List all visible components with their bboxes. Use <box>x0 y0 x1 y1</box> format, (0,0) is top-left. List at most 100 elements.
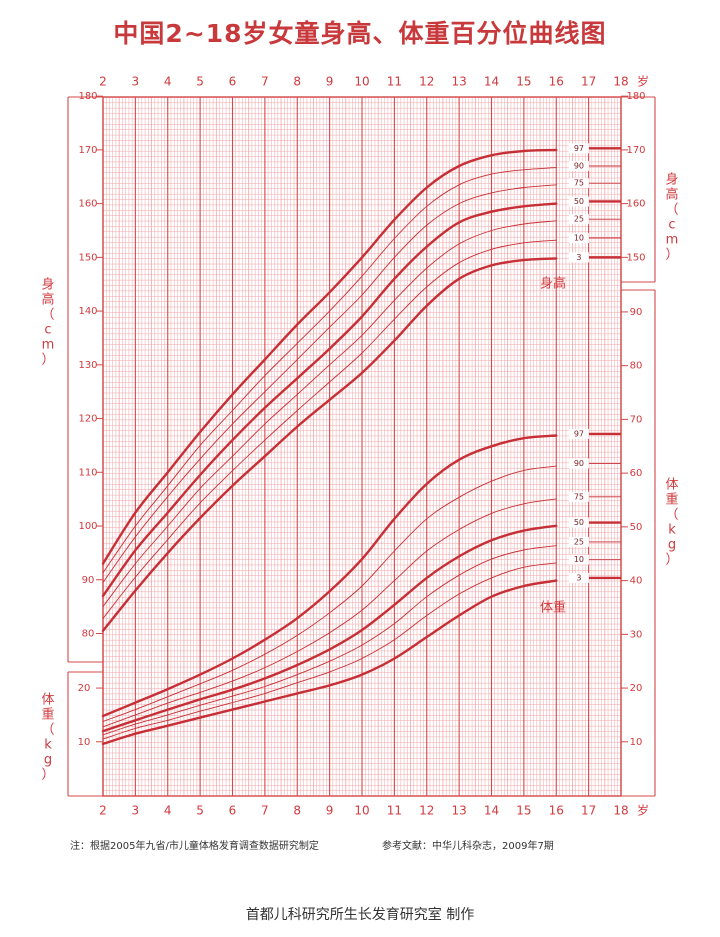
x-tick-label-bottom: 10 <box>354 804 369 818</box>
height-series-label: 身高 <box>540 276 566 292</box>
height-percentile-label-75: 75 <box>574 179 584 188</box>
x-tick-label-bottom: 6 <box>229 804 237 818</box>
height-tick-label-left: 100 <box>78 521 97 532</box>
height-tick-label-left: 180 <box>78 91 97 102</box>
x-tick-label-bottom: 15 <box>516 804 531 818</box>
weight-tick-label-right: 60 <box>630 468 643 479</box>
percentile-tag-bg <box>568 233 589 244</box>
weight-axis-title-left: k <box>44 738 52 753</box>
height-axis-title-left: c <box>44 323 51 338</box>
x-tick-label-bottom: 12 <box>419 804 434 818</box>
percentile-tag-bg <box>568 252 589 263</box>
weight-percentile-label-97: 97 <box>574 429 584 438</box>
height-curve-p25 <box>102 220 557 608</box>
height-percentile-label-97: 97 <box>574 144 584 153</box>
weight-tick-label-right: 40 <box>630 576 643 587</box>
x-tick-label-top: 2 <box>99 75 107 89</box>
reference-note: 参考文献：中华儿科杂志，2009年7期 <box>382 841 554 852</box>
height-tick-label-left: 140 <box>78 306 97 317</box>
axis-titles: 身高（cm）身高（cm）体重（kg）体重（kg） <box>41 172 678 783</box>
percentile-tag-bg <box>568 428 589 439</box>
height-curve-p3 <box>101 257 558 632</box>
weight-series-label: 体重 <box>540 600 566 616</box>
x-tick-label-top: 17 <box>581 75 596 89</box>
percentile-tag-bg <box>568 196 589 207</box>
x-tick-label-top: 5 <box>196 75 204 89</box>
weight-tick-label-right: 50 <box>630 522 643 533</box>
x-tick-label-top: 6 <box>229 75 237 89</box>
x-tick-label-top: 16 <box>549 75 564 89</box>
height-axis-title-left: （ <box>41 308 54 323</box>
weight-axis-title-left: ） <box>41 768 54 783</box>
height-axis-title-right: m <box>666 233 679 248</box>
y-axis-labels: 80 90 100 110 120 130 140 150 150 160 160 170 170 180… <box>78 91 646 748</box>
weight-tick-label-right: 80 <box>630 361 643 372</box>
chart-frame <box>67 96 656 797</box>
percentile-curves <box>101 147 621 746</box>
height-tick-label-left: 170 <box>78 145 97 156</box>
height-tick-label-left: 130 <box>78 360 97 371</box>
weight-percentile-label-50: 50 <box>574 518 584 527</box>
weight-percentile-label-10: 10 <box>574 555 584 564</box>
height-tick-label-left: 160 <box>78 199 97 210</box>
weight-percentile-label-90: 90 <box>574 459 584 468</box>
height-curve-p90 <box>102 167 557 574</box>
weight-curve-p97 <box>101 434 558 718</box>
height-tick-label-left: 90 <box>82 575 95 586</box>
weight-tick-label-right: 10 <box>630 737 643 748</box>
x-tick-label-top: 13 <box>451 75 466 89</box>
x-tick-label-top: 8 <box>293 75 301 89</box>
height-tick-label-right: 150 <box>626 252 645 263</box>
x-tick-label-top: 7 <box>261 75 269 89</box>
x-tick-label-top: 11 <box>387 75 402 89</box>
height-axis-title-left: 高 <box>41 292 54 308</box>
height-percentile-label-10: 10 <box>574 234 584 243</box>
weight-axis-title-right: g <box>668 538 676 553</box>
x-tick-label-bottom: 11 <box>387 804 402 818</box>
weight-tick-label-right: 90 <box>630 307 643 318</box>
height-tick-label-left: 150 <box>78 252 97 263</box>
weight-axis-title-left: 体 <box>41 693 54 708</box>
height-tick-label-right: 170 <box>626 145 645 156</box>
percentile-tag-bg <box>568 143 589 154</box>
major-grid <box>102 97 622 796</box>
height-tick-label-right: 160 <box>626 199 645 210</box>
plot-border <box>102 96 622 797</box>
percentile-tag-bg <box>568 536 589 547</box>
height-tick-label-left: 110 <box>78 467 97 478</box>
height-axis-title-right: 高 <box>665 187 678 203</box>
x-tick-label-bottom: 17 <box>581 804 596 818</box>
weight-axis-title-right: 体 <box>665 478 678 493</box>
height-axis-title-left: 身 <box>41 277 54 293</box>
x-tick-label-bottom: 16 <box>549 804 564 818</box>
page-title: 中国2~18岁女童身高、体重百分位曲线图 <box>113 19 607 48</box>
weight-percentile-label-3: 3 <box>576 573 581 582</box>
x-tick-label-top: 9 <box>326 75 334 89</box>
height-curve-p75 <box>102 184 557 583</box>
maker-credit: 首都儿科研究所生长发育研究室 制作 <box>245 907 475 923</box>
height-curve-p50 <box>101 202 558 598</box>
weight-curve-p10 <box>102 562 557 740</box>
percentile-tag-bg <box>568 458 589 469</box>
x-tick-label-bottom: 4 <box>164 804 172 818</box>
weight-axis-title-right: 重 <box>665 492 678 508</box>
weight-axis-title-right: k <box>668 523 676 538</box>
x-tick-label-bottom: 9 <box>326 804 334 818</box>
x-tick-label-bottom: 2 <box>99 804 107 818</box>
weight-curve-p75 <box>102 498 557 728</box>
percentile-tag-bg <box>568 161 589 172</box>
x-tick-label-top: 14 <box>484 75 499 89</box>
percentile-tag-bg <box>568 491 589 502</box>
x-tick-label-top: 12 <box>419 75 434 89</box>
x-tick-label-bottom: 3 <box>132 804 140 818</box>
x-tick-label-bottom: 18 <box>613 804 628 818</box>
weight-curve-p50 <box>101 524 558 733</box>
x-tick-label-bottom: 14 <box>484 804 499 818</box>
weight-axis-title-left: g <box>44 753 52 768</box>
weight-axis-title-left: （ <box>41 723 54 738</box>
x-tick-label-top: 10 <box>354 75 369 89</box>
percentile-tag-bg <box>568 572 589 583</box>
height-percentile-label-25: 25 <box>574 215 584 224</box>
x-unit-label-top: 岁 <box>637 74 649 89</box>
